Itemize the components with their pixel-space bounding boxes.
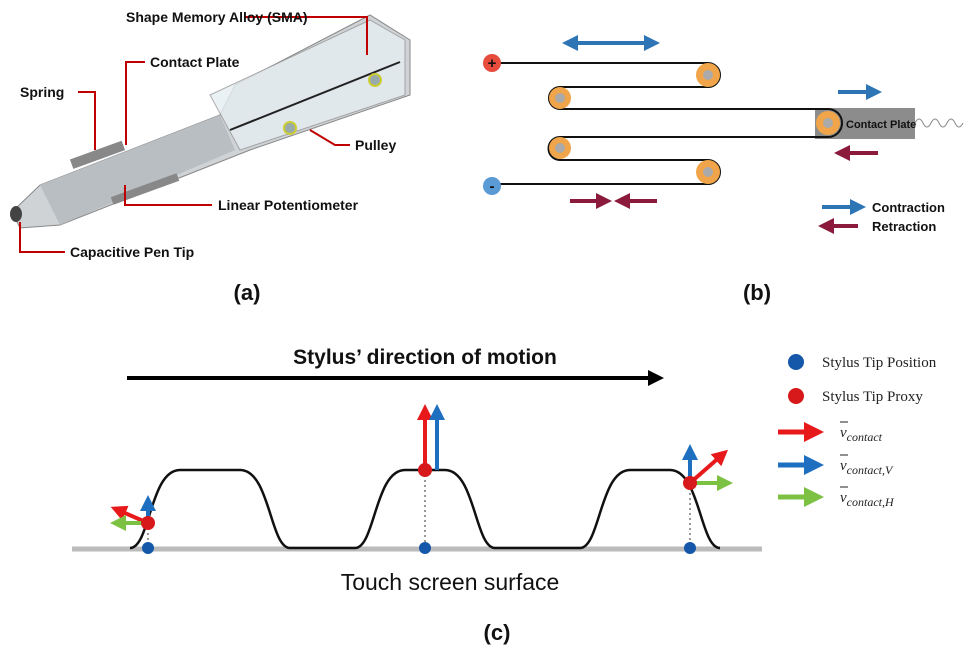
label: Capacitive Pen Tip (70, 244, 194, 260)
label: Shape Memory Alloy (SMA) (126, 9, 308, 25)
caption: (a) (234, 280, 261, 305)
panel-b: Contact Plate + - Contraction Retraction… (483, 43, 963, 305)
label: Pulley (355, 137, 396, 153)
pen-tip-icon (10, 206, 22, 222)
pulley-icon (284, 122, 296, 134)
projection-lines (148, 470, 690, 548)
pulley-icon (369, 74, 381, 86)
tip-points (141, 463, 697, 554)
label: Spring (20, 84, 64, 100)
legend-label: Contraction (872, 200, 945, 215)
leader-line (126, 62, 145, 145)
label: Contact Plate (150, 54, 240, 70)
pulleys (549, 63, 840, 184)
legend-label: Stylus Tip Proxy (822, 389, 923, 405)
spring (915, 119, 963, 127)
legend-marker (788, 354, 804, 370)
leader-line (78, 92, 95, 150)
legend-label: vcontact,V (840, 458, 894, 477)
caption: (c) (484, 620, 511, 645)
panel-a: Shape Memory Alloy (SMA) Contact Plate S… (10, 9, 410, 305)
legend-label: vcontact,H (840, 490, 895, 509)
figure: Shape Memory Alloy (SMA) Contact Plate S… (0, 0, 969, 650)
label: Linear Potentiometer (218, 197, 359, 213)
caption: (b) (743, 280, 771, 305)
motion-title: Stylus’ direction of motion (293, 346, 557, 369)
subscript: contact (847, 430, 883, 444)
panel-c: Stylus’ direction of motion Touch screen… (72, 346, 937, 645)
surface-label: Touch screen surface (341, 569, 560, 595)
leader-line (310, 130, 350, 145)
legend-label: Retraction (872, 219, 936, 234)
label: - (490, 178, 495, 195)
stylus-shade (40, 115, 235, 225)
legend-label: Stylus Tip Position (822, 355, 937, 371)
label: Contact Plate (846, 119, 916, 131)
label: + (488, 55, 497, 72)
legend-marker (788, 388, 804, 404)
subscript: contact,H (847, 495, 895, 509)
sma-wire (492, 63, 842, 184)
legend-label: vcontact (840, 425, 883, 444)
subscript: contact,V (847, 463, 894, 477)
